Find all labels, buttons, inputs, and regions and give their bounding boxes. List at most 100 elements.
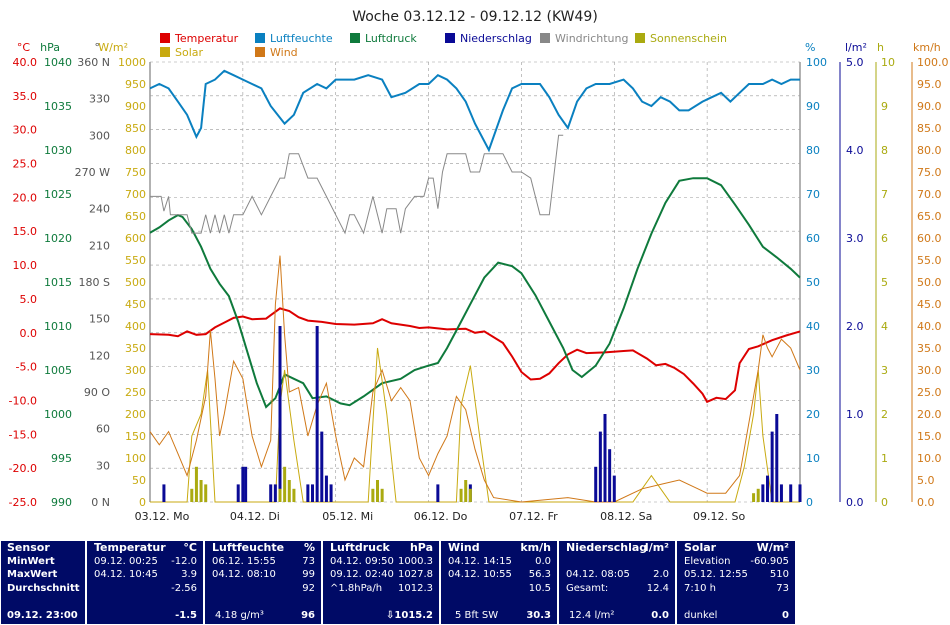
axis-tick-temperature-9: -5.0 bbox=[16, 361, 37, 374]
axis-tick-humidity-5: 50 bbox=[806, 276, 820, 289]
axis-tick-humidity-3: 70 bbox=[806, 188, 820, 201]
axis-tick-pressure-10: 990 bbox=[51, 496, 72, 509]
axis-tick-wind-13: 35.0 bbox=[917, 342, 942, 355]
axis-unit-wind: km/h bbox=[913, 41, 941, 54]
bar-sonnenschein-7 bbox=[292, 488, 296, 502]
pres-current: ⇩1015.2 bbox=[386, 609, 433, 621]
temp-max-val: 3.9 bbox=[181, 569, 197, 580]
axis-tick-humidity-0: 100 bbox=[806, 56, 827, 69]
pres-trend: ^1.8hPa/h bbox=[330, 582, 383, 594]
bar-niederschlag-21 bbox=[766, 475, 769, 502]
bar-niederschlag-19 bbox=[612, 475, 616, 502]
wind-min-time: 04.12. 14:15 bbox=[448, 555, 512, 567]
temp-max-time: 04.12. 10:45 bbox=[94, 569, 158, 580]
wind-min-val: 0.0 bbox=[535, 555, 551, 567]
axis-tick-wind_direction-9: 90 O bbox=[84, 386, 110, 399]
bar-niederschlag-16 bbox=[598, 431, 602, 502]
temperature-title: Temperatur bbox=[94, 541, 166, 554]
axis-tick-wind-2: 90.0 bbox=[917, 100, 942, 113]
precip-unit: l/m² bbox=[644, 541, 669, 554]
axis-tick-wind_direction-5: 210 bbox=[89, 239, 110, 252]
bar-niederschlag-8 bbox=[311, 484, 314, 502]
bar-niederschlag-10 bbox=[320, 431, 324, 502]
axis-tick-wind_direction-8: 120 bbox=[89, 349, 110, 362]
plot-area bbox=[149, 69, 802, 503]
humidity-title: Luftfeuchte bbox=[212, 541, 285, 554]
chart-legend: Temperatur Luftfeuchte Luftdruck Niederschl… bbox=[160, 32, 727, 59]
precipitation-panel: Niederschlag l/m² 04.12. 08:05 2.0 Gesamt:… bbox=[558, 540, 676, 625]
solar-sun-hours: 7:10 h bbox=[684, 582, 716, 594]
solar-max-val: 510 bbox=[769, 569, 789, 580]
axis-tick-temperature-8: 0.0 bbox=[20, 327, 38, 340]
x-label-1: 04.12. Di bbox=[230, 510, 280, 523]
bar-sonnenschein-10 bbox=[380, 488, 384, 502]
axis-tick-wind-19: 5.0 bbox=[917, 474, 935, 487]
pres-min-time: 04.12. 09:50 bbox=[330, 555, 394, 567]
bar-sonnenschein-8 bbox=[371, 488, 375, 502]
pressure-unit: hPa bbox=[409, 541, 433, 554]
axis-tick-sunshine-0: 10 bbox=[881, 56, 895, 69]
legend-label-0: Temperatur bbox=[174, 32, 239, 45]
axis-tick-temperature-4: 20.0 bbox=[13, 191, 38, 204]
axis-tick-temperature-12: -20.0 bbox=[9, 462, 37, 475]
axis-tick-temperature-7: 5.0 bbox=[20, 293, 38, 306]
solar-max-time: 05.12. 12:55 bbox=[684, 569, 748, 580]
axis-tick-solar-5: 750 bbox=[125, 166, 146, 179]
axis-tick-precipitation-0: 5.0 bbox=[846, 56, 864, 69]
legend-label-6: Solar bbox=[175, 46, 204, 59]
x-label-3: 06.12. Do bbox=[414, 510, 468, 523]
wind-unit: km/h bbox=[520, 541, 551, 554]
axis-tick-wind-3: 85.0 bbox=[917, 122, 942, 135]
legend-swatch-0 bbox=[160, 33, 170, 43]
axis-tick-solar-19: 50 bbox=[132, 474, 146, 487]
bar-niederschlag-3 bbox=[244, 466, 248, 502]
wind-panel: Wind km/h 04.12. 14:15 0.0 04.12. 10:55 56.… bbox=[440, 540, 558, 625]
precip-total: 12.4 bbox=[646, 582, 669, 594]
wind-avg: 10.5 bbox=[528, 582, 551, 594]
hum-current: 96 bbox=[301, 609, 315, 621]
axis-tick-solar-0: 1000 bbox=[118, 56, 146, 69]
axis-tick-pressure-1: 1035 bbox=[44, 100, 72, 113]
axis-tick-wind-9: 55.0 bbox=[917, 254, 942, 267]
axis-tick-solar-11: 450 bbox=[125, 298, 146, 311]
bar-niederschlag-12 bbox=[329, 484, 333, 502]
axis-tick-temperature-3: 25.0 bbox=[13, 158, 38, 171]
axis-tick-temperature-5: 15.0 bbox=[13, 225, 38, 238]
legend-label-7: Wind bbox=[270, 46, 298, 59]
axis-tick-sunshine-10: 0 bbox=[881, 496, 888, 509]
axis-tick-precipitation-5: 0.0 bbox=[846, 496, 864, 509]
axis-tick-wind_direction-4: 240 bbox=[89, 203, 110, 216]
current-timestamp: 09.12. 23:00 bbox=[7, 609, 78, 621]
axis-tick-sunshine-7: 3 bbox=[881, 364, 888, 377]
axis-tick-humidity-9: 10 bbox=[806, 452, 820, 465]
axis-tick-sunshine-1: 9 bbox=[881, 100, 888, 113]
axis-tick-humidity-6: 40 bbox=[806, 320, 820, 333]
bar-niederschlag-24 bbox=[779, 484, 783, 502]
axis-tick-humidity-10: 0 bbox=[806, 496, 813, 509]
legend-swatch-7 bbox=[255, 47, 265, 57]
x-axis-labels: 03.12. Mo 04.12. Di 05.12. Mi 06.12. Do 07.1… bbox=[135, 510, 746, 523]
bar-niederschlag-20 bbox=[761, 484, 765, 502]
series-line-windrichtung bbox=[150, 134, 564, 235]
bar-sonnenschein-11 bbox=[459, 488, 463, 502]
axis-tick-pressure-9: 995 bbox=[51, 452, 72, 465]
wind-beaufort: 5 Bft SW bbox=[455, 609, 499, 621]
bar-niederschlag-2 bbox=[241, 466, 245, 502]
sensor-panel: Sensor MinWert MaxWert Durchschnitt 09.1… bbox=[0, 540, 86, 625]
bar-niederschlag-18 bbox=[608, 449, 612, 502]
axis-tick-solar-18: 100 bbox=[125, 452, 146, 465]
axis-tick-temperature-2: 30.0 bbox=[13, 124, 38, 137]
series-line-luftfeuchte bbox=[149, 69, 800, 153]
precip-max-time: 04.12. 08:05 bbox=[566, 569, 630, 580]
axis-tick-wind-16: 20.0 bbox=[917, 408, 942, 421]
legend-label-5: Sonnenschein bbox=[650, 32, 727, 45]
axis-tick-temperature-1: 35.0 bbox=[13, 90, 38, 103]
pres-min-val: 1000.3 bbox=[398, 555, 433, 567]
solar-unit: W/m² bbox=[756, 541, 789, 554]
temp-min-time: 09.12. 00:25 bbox=[94, 555, 158, 567]
axis-tick-temperature-10: -10.0 bbox=[9, 394, 37, 407]
axis-tick-solar-13: 350 bbox=[125, 342, 146, 355]
sensor-title: Sensor bbox=[7, 541, 50, 554]
axis-tick-wind-11: 45.0 bbox=[917, 298, 942, 311]
axis-tick-wind-14: 30.0 bbox=[917, 364, 942, 377]
